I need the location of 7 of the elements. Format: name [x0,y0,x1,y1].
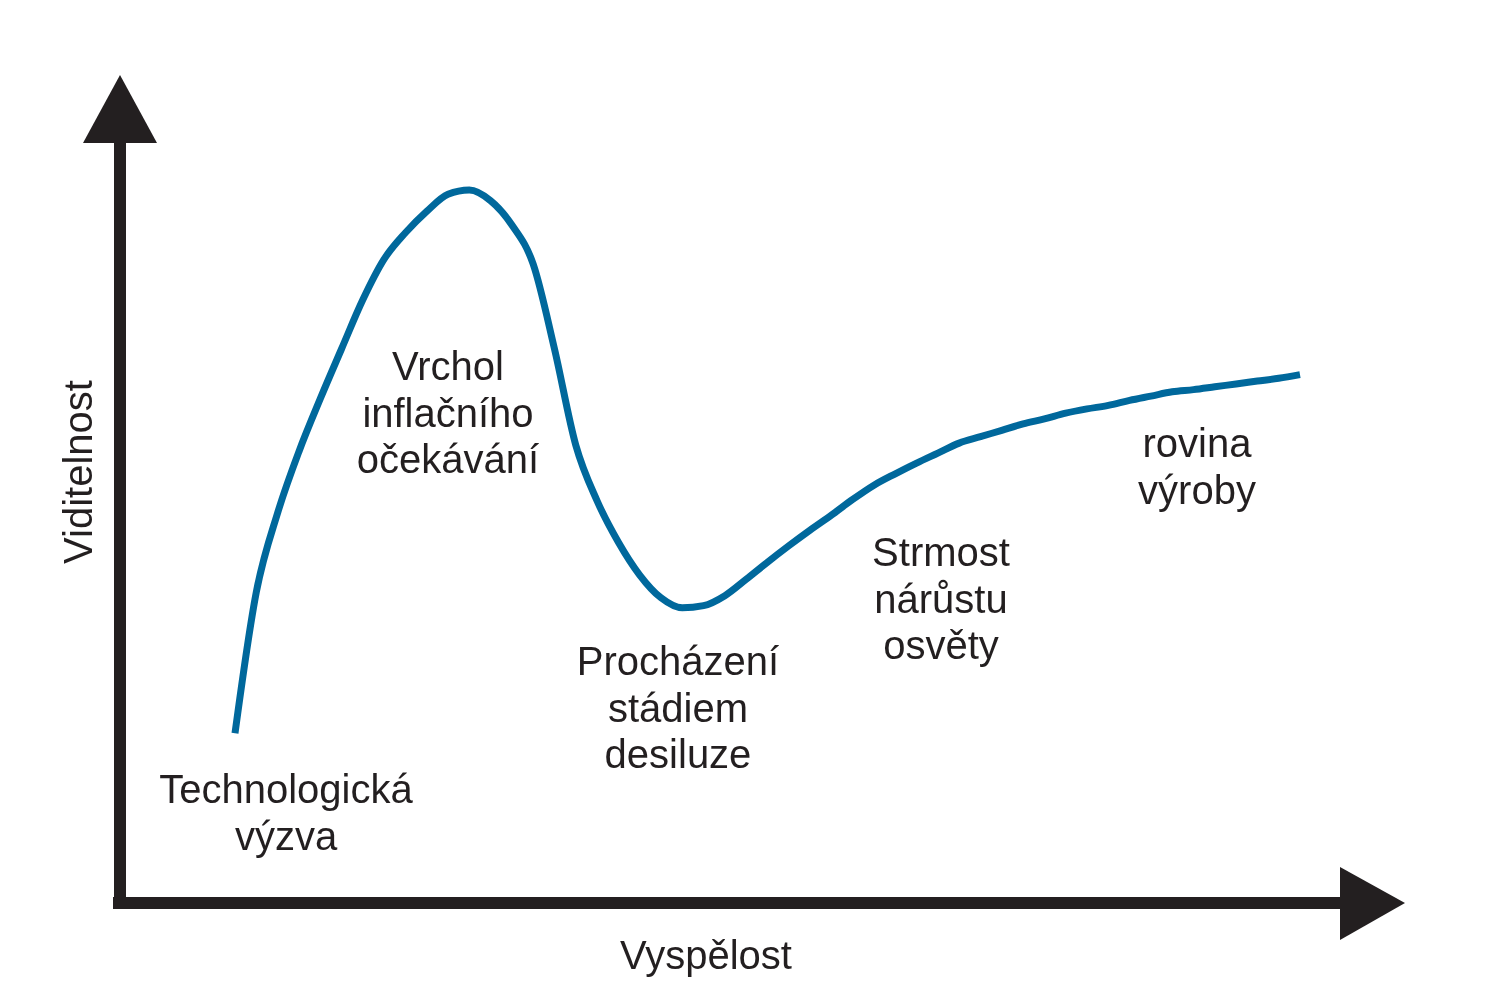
annotation: Strmost nárůstu osvěty [872,530,1010,667]
annotation: rovina výroby [1138,421,1256,512]
annotation: Vrchol inflačního očekávání [356,344,540,481]
x-axis-title: Vyspělost [620,933,792,977]
annotation: Technologická výzva [159,767,414,858]
y-axis-title: Viditelnost [56,380,100,564]
annotation: Procházení stádiem desiluze [576,639,780,776]
